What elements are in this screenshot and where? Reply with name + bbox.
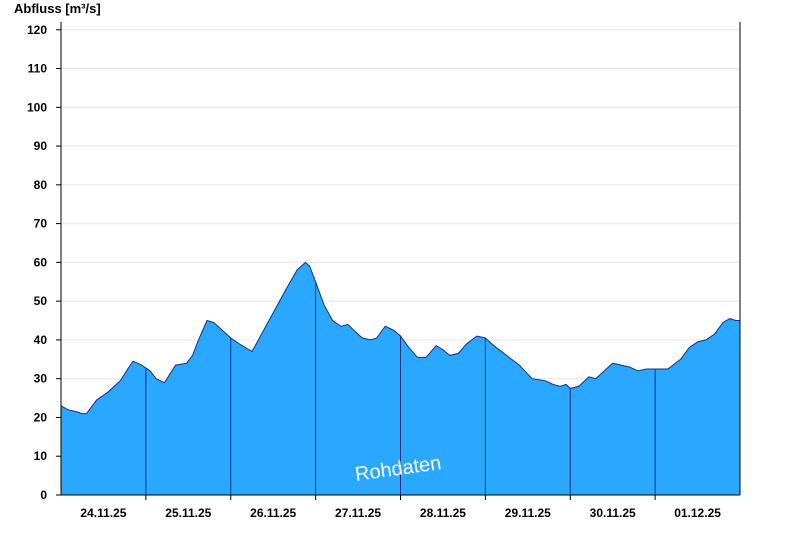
y-tick-label: 120 (27, 23, 47, 37)
y-tick-label: 40 (34, 333, 48, 347)
axes (56, 22, 741, 500)
x-tick-label: 24.11.25 (80, 506, 126, 520)
y-tick-label: 60 (34, 255, 48, 269)
y-tick-label: 10 (34, 449, 48, 463)
x-tick-label: 29.11.25 (505, 506, 551, 520)
y-tick-labels: 0 10 20 30 40 50 60 70 80 90 100 110 120 (27, 23, 47, 502)
day-separators (145, 281, 656, 495)
y-tick-label: 30 (34, 372, 48, 386)
y-axis-label: Abfluss [m³/s] (14, 1, 101, 16)
x-tick-label: 30.11.25 (590, 506, 636, 520)
y-tick-label: 50 (34, 294, 48, 308)
y-tick-label: 0 (40, 488, 47, 502)
x-tick-labels: 24.11.25 25.11.25 26.11.25 27.11.25 28.11.25… (80, 506, 721, 520)
y-tick-label: 80 (34, 178, 48, 192)
x-tick-label: 28.11.25 (420, 506, 466, 520)
x-tick-label: 27.11.25 (335, 506, 381, 520)
x-tick-label: 25.11.25 (165, 506, 211, 520)
runoff-line (60, 261, 740, 415)
x-tick-label: 01.12.25 (674, 506, 721, 520)
y-tick-label: 110 (28, 62, 48, 76)
x-tick-label: 26.11.25 (250, 506, 296, 520)
y-tick-label: 20 (34, 410, 48, 424)
y-tick-label: 100 (27, 100, 47, 114)
y-tick-label: 70 (34, 217, 48, 231)
y-tick-label: 90 (34, 139, 48, 153)
